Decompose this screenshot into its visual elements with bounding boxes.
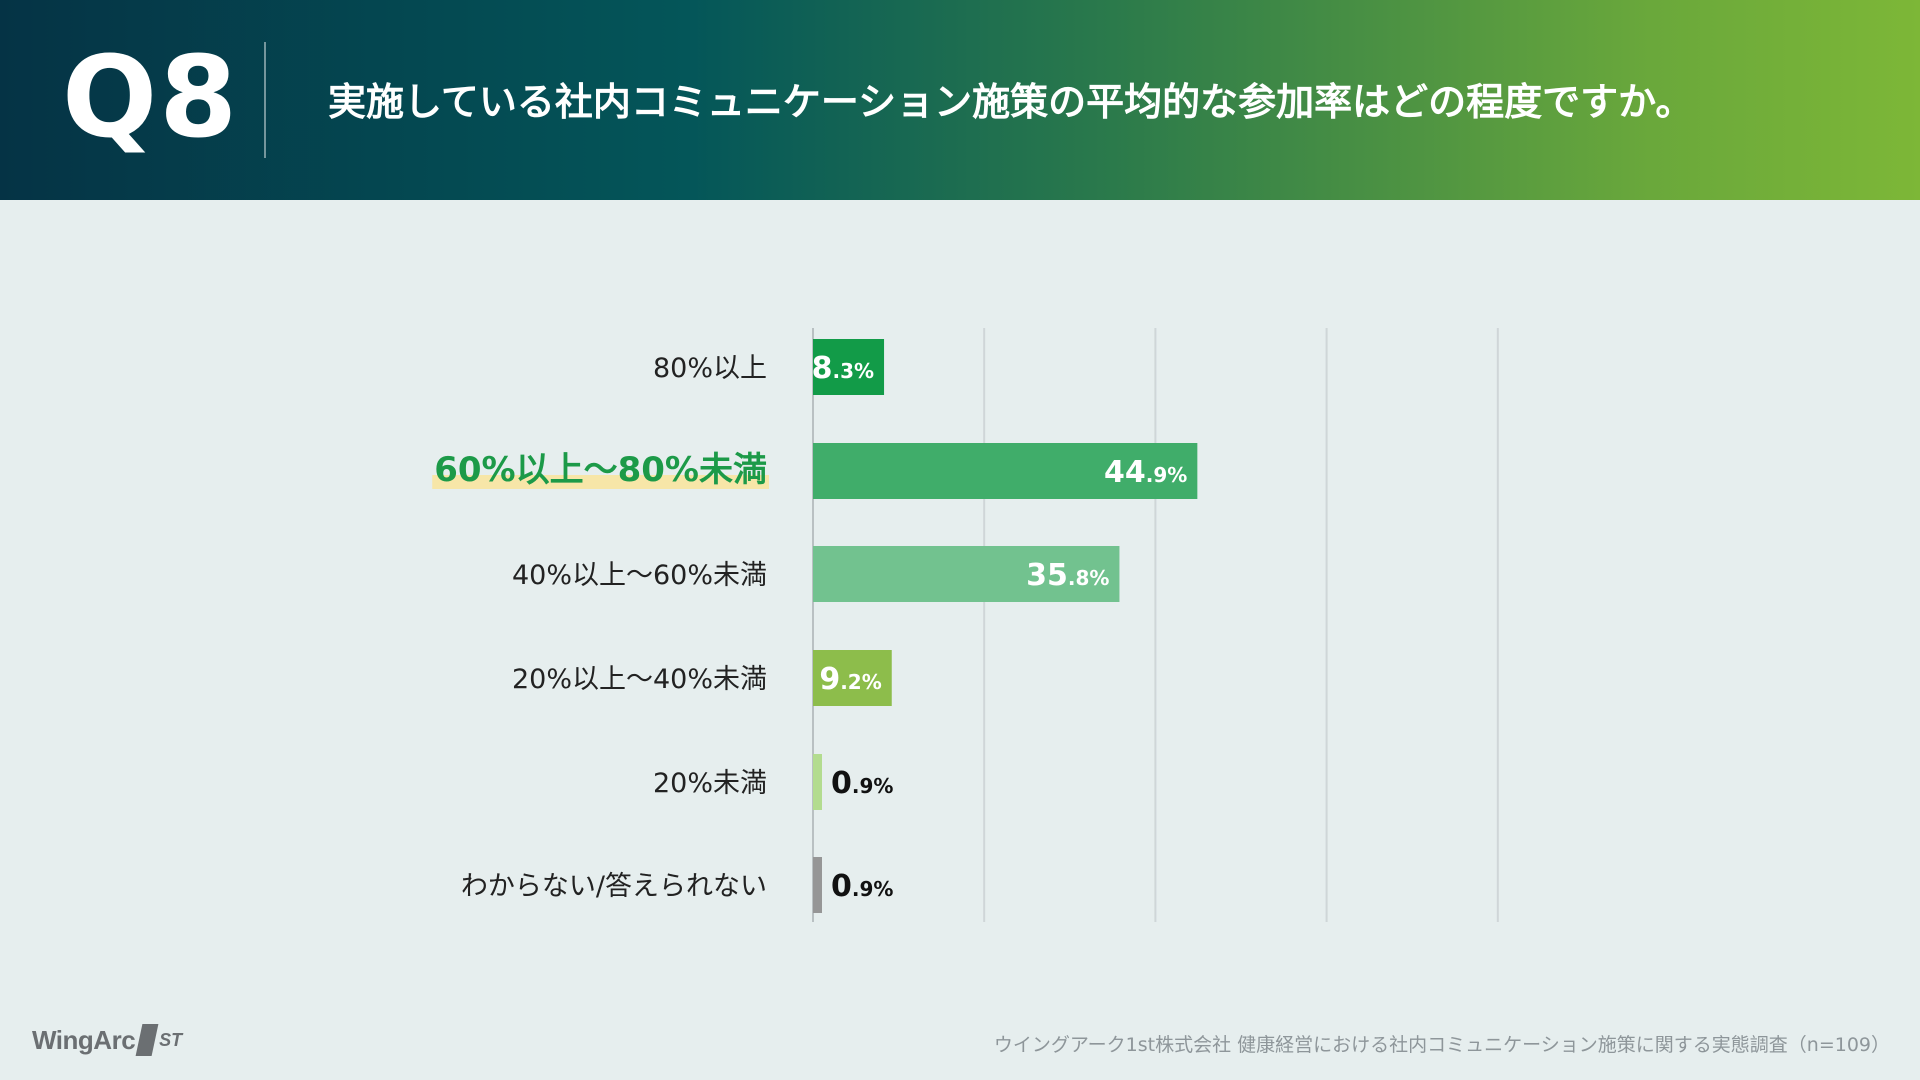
bar <box>813 857 822 913</box>
value-label: 0.9% <box>831 766 893 801</box>
value-integer: 44 <box>1104 455 1146 490</box>
bar <box>813 754 822 810</box>
category-label: 20%以上〜40%未満 <box>512 664 767 695</box>
value-integer: 35 <box>1026 558 1068 593</box>
value-label: 9.2% <box>819 662 881 697</box>
category-label: 40%以上〜60%未満 <box>512 560 767 591</box>
value-decimal: .8% <box>1068 566 1110 590</box>
value-integer: 0 <box>831 766 852 801</box>
value-integer: 9 <box>819 662 840 697</box>
logo-suffix: ST <box>159 1029 183 1050</box>
value-decimal: .2% <box>840 670 882 694</box>
bar <box>813 650 892 706</box>
category-label: わからない/答えられない <box>461 871 767 902</box>
logo-mark-icon <box>135 1024 159 1056</box>
value-label: 35.8% <box>1026 558 1109 593</box>
category-label: 80%以上 <box>653 353 767 384</box>
category-label: 20%未満 <box>653 768 767 799</box>
bar <box>813 546 1120 602</box>
highlight-marker <box>432 475 769 489</box>
value-integer: 8 <box>812 351 833 386</box>
question-title: 実施している社内コミュニケーション施策の平均的な参加率はどの程度ですか。 <box>328 80 1694 124</box>
value-decimal: .9% <box>852 774 894 798</box>
header-banner: Q8 実施している社内コミュニケーション施策の平均的な参加率はどの程度ですか。 <box>0 0 1920 200</box>
wingarc-logo: WingArc ST <box>32 1018 182 1062</box>
bar <box>813 339 885 395</box>
logo-text: WingArc <box>32 1024 136 1055</box>
bar <box>813 443 1198 499</box>
value-decimal: .9% <box>1146 463 1188 487</box>
value-integer: 0 <box>831 869 852 904</box>
value-decimal: .3% <box>832 359 874 383</box>
value-label: 44.9% <box>1104 455 1187 490</box>
header-divider <box>264 42 266 158</box>
source-note: ウイングアーク1st株式会社 健康経営における社内コミュニケーション施策に関する… <box>993 1034 1890 1056</box>
value-label: 8.3% <box>812 351 874 386</box>
question-number: Q8 <box>62 33 240 163</box>
category-label: 60%以上〜80%未満 <box>434 450 767 490</box>
value-label: 0.9% <box>831 869 893 904</box>
value-decimal: .9% <box>852 877 894 901</box>
